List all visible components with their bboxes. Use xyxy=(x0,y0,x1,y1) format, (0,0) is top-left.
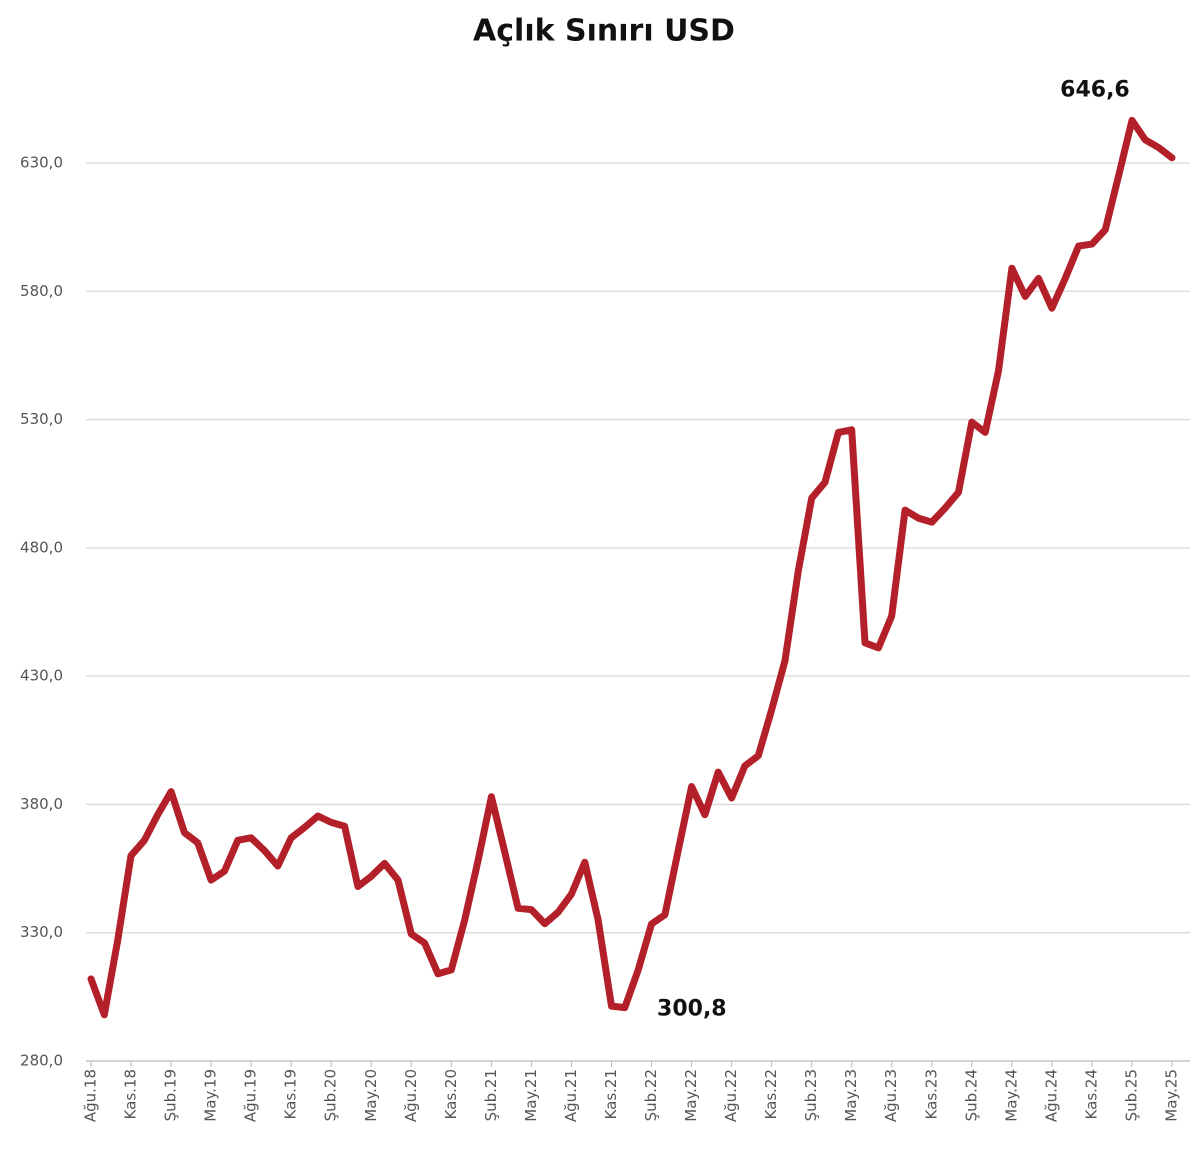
x-tick-label: May.22 xyxy=(682,1069,700,1122)
x-tick-label: May.19 xyxy=(202,1069,220,1122)
data-line xyxy=(87,116,1176,1019)
x-tick-label: Ağu.23 xyxy=(882,1069,900,1122)
x-tick-label: May.23 xyxy=(842,1069,860,1122)
x-tick-label: Ağu.18 xyxy=(82,1069,100,1122)
x-tick-label: May.24 xyxy=(1002,1069,1020,1122)
x-tick-label: Kas.21 xyxy=(602,1069,620,1119)
x-tick-label: Şub.22 xyxy=(642,1069,660,1121)
x-tick-label: Ağu.22 xyxy=(722,1069,740,1122)
x-tick-label: Şub.25 xyxy=(1122,1069,1140,1121)
x-tick-label: Ağu.21 xyxy=(562,1069,580,1122)
x-tick-label: Ağu.19 xyxy=(242,1069,260,1122)
x-tick-label: Kas.20 xyxy=(442,1069,460,1119)
data-label: 646,6 xyxy=(1060,77,1130,102)
y-tick-label: 630,0 xyxy=(20,153,63,171)
x-tick-label: Kas.23 xyxy=(922,1069,940,1119)
x-tick-label: Ağu.20 xyxy=(402,1069,420,1122)
y-tick-label: 380,0 xyxy=(20,795,63,813)
y-tick-label: 580,0 xyxy=(20,282,63,300)
x-tick-label: Kas.22 xyxy=(762,1069,780,1119)
x-tick-label: Şub.21 xyxy=(482,1069,500,1121)
x-tick-label: Şub.24 xyxy=(962,1069,980,1121)
y-tick-label: 480,0 xyxy=(20,538,63,556)
x-tick-label: Şub.20 xyxy=(322,1069,340,1121)
x-tick-label: Ağu.24 xyxy=(1042,1069,1060,1122)
x-tick-label: Kas.18 xyxy=(122,1069,140,1119)
y-tick-label: 280,0 xyxy=(20,1052,63,1070)
x-tick-label: Şub.19 xyxy=(162,1069,180,1121)
data-label: 300,8 xyxy=(657,997,727,1022)
y-tick-label: 330,0 xyxy=(20,923,63,941)
x-tick-label: May.21 xyxy=(522,1069,540,1122)
x-tick-label: May.20 xyxy=(362,1069,380,1122)
y-tick-label: 530,0 xyxy=(20,410,63,428)
chart-title: Açlık Sınırı USD xyxy=(473,14,735,49)
x-tick-label: May.25 xyxy=(1163,1069,1181,1122)
x-tick-label: Kas.19 xyxy=(282,1069,300,1119)
x-tick-label: Şub.23 xyxy=(802,1069,820,1121)
y-tick-label: 430,0 xyxy=(20,667,63,685)
x-tick-label: Kas.24 xyxy=(1082,1069,1100,1119)
